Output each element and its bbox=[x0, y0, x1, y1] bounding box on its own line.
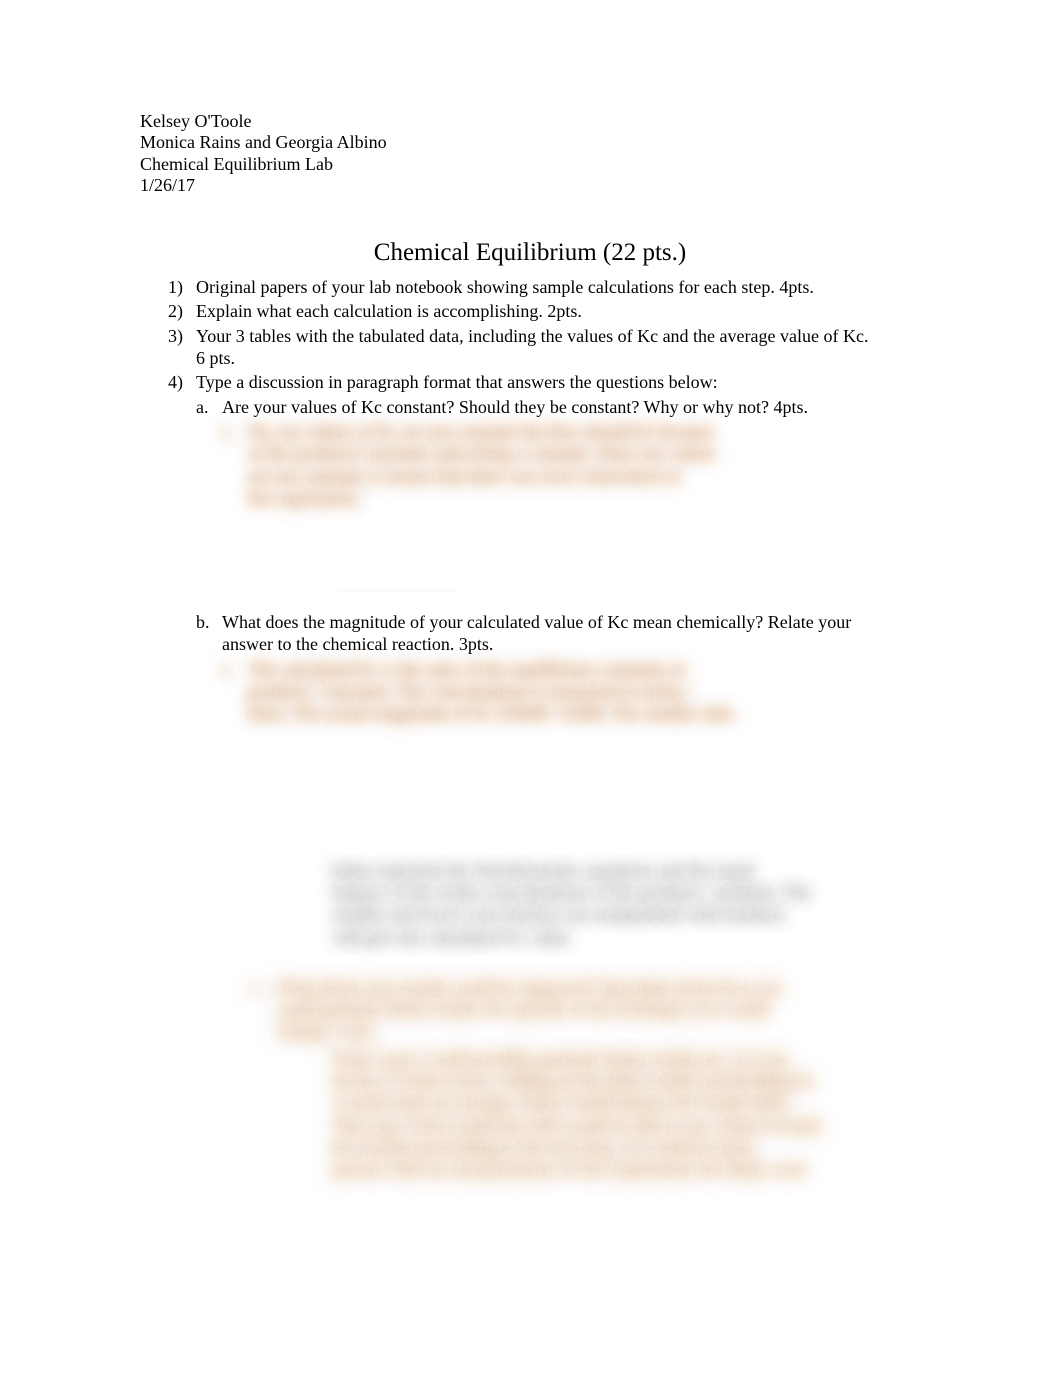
list-text: Original papers of your lab notebook sho… bbox=[196, 276, 920, 298]
list-number: 1) bbox=[168, 276, 196, 298]
list-text: Your 3 tables with the tabulated data, i… bbox=[196, 325, 920, 370]
lab-title-line: Chemical Equilibrium Lab bbox=[140, 154, 920, 175]
sub-number: b. bbox=[196, 611, 222, 656]
sub-text: What about your results could be improve… bbox=[276, 976, 880, 1043]
ordered-list: 1) Original papers of your lab notebook … bbox=[168, 276, 920, 1180]
sub-text: What does the magnitude of your calculat… bbox=[222, 611, 920, 656]
list-text: Type a discussion in paragraph format th… bbox=[196, 371, 920, 393]
sub-text: Are your values of Kc constant? Should t… bbox=[222, 396, 920, 418]
faint-divider bbox=[338, 590, 458, 591]
document-page: Kelsey O'Toole Monica Rains and Georgia … bbox=[140, 111, 920, 1181]
roman-number: i. bbox=[222, 420, 248, 509]
blur-line: Kc's before proceeding to the next step.… bbox=[332, 1136, 896, 1158]
answer-text: The calculated Kc is the ratio of the eq… bbox=[248, 658, 920, 725]
blur-line: will give the calculated Kc value. bbox=[332, 926, 880, 948]
spacer bbox=[168, 725, 920, 855]
list-number: 3) bbox=[168, 325, 196, 370]
blur-line: precise with my measurements. In the exp… bbox=[332, 1158, 896, 1180]
answer-b-i: i. The calculated Kc is the ratio of the… bbox=[222, 658, 920, 725]
blur-line: The calculated Kc is the ratio of the eq… bbox=[248, 658, 910, 680]
answer-text: No, my values of Kc are not constant but… bbox=[248, 420, 920, 509]
answer-c-i: Some ways I could possibly generate bett… bbox=[332, 1047, 920, 1181]
blur-line: balance of the molar concentrations of t… bbox=[332, 881, 880, 903]
list-number: 2) bbox=[168, 300, 196, 322]
blur-line: 3 could make an average which would bala… bbox=[332, 1091, 896, 1113]
blur-line: liters. The actual magnitude of Kc 0.004… bbox=[248, 702, 910, 724]
author-name: Kelsey O'Toole bbox=[140, 111, 920, 132]
sub-item-a: a. Are your values of Kc constant? Shoul… bbox=[196, 396, 920, 418]
list-number: 4) bbox=[168, 371, 196, 393]
list-item: 3) Your 3 tables with the tabulated data… bbox=[168, 325, 920, 370]
date-line: 1/26/17 bbox=[140, 175, 920, 196]
blur-line: better represent the Stoichiometric equa… bbox=[332, 859, 880, 881]
blur-line: of the products/ reactants ratio being a… bbox=[248, 442, 910, 464]
spacer bbox=[168, 509, 920, 609]
sub-number: c. bbox=[250, 976, 276, 1043]
answer-a-i: i. No, my values of Kc are not constant … bbox=[222, 420, 920, 509]
list-item: 4) Type a discussion in paragraph format… bbox=[168, 371, 920, 393]
list-item: 1) Original papers of your lab notebook … bbox=[168, 276, 920, 298]
list-text: Explain what each calculation is accompl… bbox=[196, 300, 920, 322]
sub-number: a. bbox=[196, 396, 222, 418]
partners-line: Monica Rains and Georgia Albino bbox=[140, 132, 920, 153]
sub-item-c: c. What about your results could be impr… bbox=[250, 976, 920, 1043]
blur-line: are not constant, it means that there wa… bbox=[248, 465, 910, 487]
blur-line: could generate better results. Be specif… bbox=[276, 998, 880, 1020]
sub-item-b: b. What does the magnitude of your calcu… bbox=[196, 611, 920, 656]
blur-line: the experiment. bbox=[248, 487, 910, 509]
blur-line: change. 2 pts. bbox=[276, 1020, 880, 1042]
blur-line: What about your results could be improve… bbox=[276, 976, 880, 998]
blur-line: smaller and lower your fraction can mani… bbox=[332, 903, 880, 925]
blur-line: do the 3-5 times more. Adding up the dat… bbox=[332, 1069, 896, 1091]
blur-line: This way, I feel would also still would … bbox=[332, 1114, 896, 1136]
blur-line: products / reactants. The concentration … bbox=[248, 680, 910, 702]
blur-line: No, my values of Kc are not constant but… bbox=[248, 420, 910, 442]
list-item: 2) Explain what each calculation is acco… bbox=[168, 300, 920, 322]
page-title: Chemical Equilibrium (22 pts.) bbox=[140, 238, 920, 268]
blur-line: Some ways I could possibly generate bett… bbox=[332, 1047, 896, 1069]
roman-number: i. bbox=[222, 658, 248, 725]
answer-b-i-continued: better represent the Stoichiometric equa… bbox=[332, 859, 920, 948]
